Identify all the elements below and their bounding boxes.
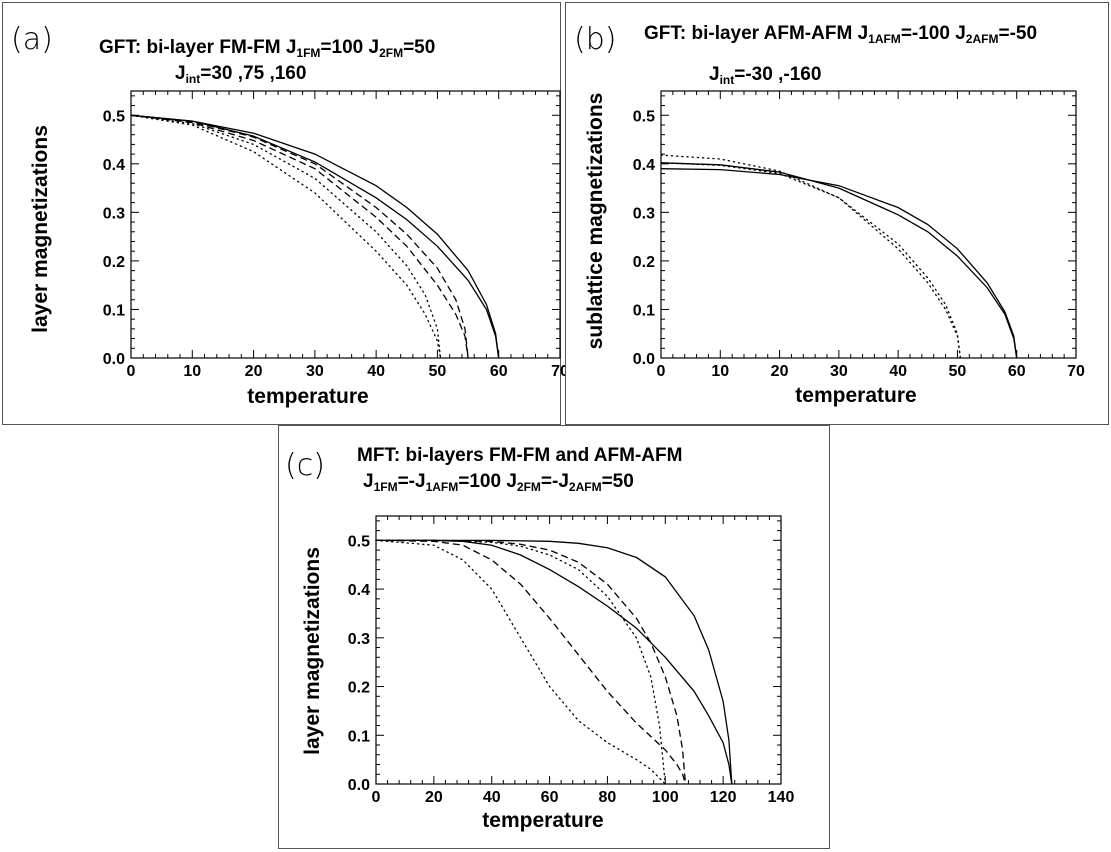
series-line-dotted: [130, 114, 442, 359]
series-line-dotted: [660, 162, 962, 359]
x-axis-title: temperature: [247, 385, 368, 408]
series-line-dashed: [130, 114, 469, 359]
y-tick-label: 0.2: [348, 680, 370, 697]
x-tick-label: 40: [889, 363, 907, 380]
y-tick-label: 0.3: [103, 205, 125, 222]
series-line-dotted: [660, 154, 962, 359]
series-line-solid: [130, 114, 500, 359]
x-tick-label: 50: [949, 363, 967, 380]
chart-a-svg: (a) GFT: bi-layer FM-FM J1FM=100 J2FM=50 J…: [11, 22, 569, 408]
y-axis-title: sublattice magnetizations: [584, 93, 607, 350]
x-tick-label: 30: [306, 363, 324, 380]
y-tick-label: 0.4: [633, 157, 655, 174]
plot-frame: [130, 90, 561, 359]
y-tick-label: 0.5: [348, 533, 370, 550]
plot-frame: [660, 90, 1077, 359]
x-tick-label: 40: [483, 789, 501, 806]
x-tick-label: 0: [372, 789, 381, 806]
y-tick-label: 0.1: [103, 302, 125, 319]
y-tick-label: 0.1: [633, 302, 655, 319]
series-line-dotted: [375, 539, 666, 785]
y-tick-label: 0.3: [348, 631, 370, 648]
x-tick-label: 30: [830, 363, 848, 380]
panel-b: (b) GFT: bi-layer AFM-AFM J1AFM=-100 J2AF…: [565, 2, 1109, 425]
x-tick-label: 140: [768, 789, 795, 806]
y-tick-label: 0.5: [103, 108, 125, 125]
x-tick-label: 40: [367, 363, 385, 380]
x-tick-label: 120: [710, 789, 737, 806]
panel-label: (c): [285, 448, 325, 483]
series-line-solid: [660, 162, 1018, 359]
x-tick-label: 50: [429, 363, 447, 380]
panel-a: (a) GFT: bi-layer FM-FM J1FM=100 J2FM=50 J…: [2, 2, 569, 425]
y-tick-label: 0.2: [103, 254, 125, 271]
series-line-dashed: [375, 539, 687, 785]
chart-subtitle: Jint=30 ,75 ,160: [175, 63, 306, 86]
x-axis-title: temperature: [795, 384, 916, 407]
series-line-solid: [376, 539, 733, 785]
y-tick-label: 0.0: [633, 351, 655, 368]
panel-c: (c) MFT: bi-layers FM-FM and AFM-AFM J1FM=…: [278, 425, 830, 849]
y-tick-label: 0.0: [348, 777, 370, 794]
series-line-dotted: [375, 539, 666, 785]
x-tick-label: 0: [657, 363, 666, 380]
chart-b-svg: (b) GFT: bi-layer AFM-AFM J1AFM=-100 J2AF…: [574, 22, 1085, 407]
series-line-dotted: [130, 114, 442, 359]
chart-subtitle: J1FM=-J1AFM=100 J2FM=-J2AFM=50: [363, 471, 634, 494]
y-tick-label: 0.3: [633, 205, 655, 222]
x-axis-title: temperature: [482, 809, 603, 832]
x-tick-label: 60: [541, 789, 559, 806]
series-line-dashed: [376, 539, 687, 785]
chart-title: GFT: bi-layer AFM-AFM J1AFM=-100 J2AFM=-…: [644, 23, 1037, 46]
x-tick-label: 20: [425, 789, 443, 806]
x-tick-label: 80: [599, 789, 617, 806]
x-tick-label: 10: [711, 363, 729, 380]
x-tick-label: 20: [771, 363, 789, 380]
y-tick-label: 0.1: [348, 728, 370, 745]
y-axis-title: layer magnetizations: [301, 547, 324, 755]
x-tick-label: 70: [1067, 363, 1085, 380]
y-tick-label: 0.0: [103, 351, 125, 368]
y-tick-label: 0.5: [633, 108, 655, 125]
series-line-dashed: [130, 114, 469, 359]
x-tick-label: 60: [490, 363, 508, 380]
chart-title: GFT: bi-layer FM-FM J1FM=100 J2FM=50: [99, 37, 435, 60]
panel-label: (a): [11, 22, 53, 57]
chart-subtitle: Jint=-30 ,-160: [709, 64, 821, 87]
plot-frame: [375, 515, 782, 785]
series-line-solid: [376, 539, 733, 785]
x-tick-label: 70: [551, 363, 569, 380]
y-tick-label: 0.4: [348, 582, 370, 599]
y-axis-title: layer magnetizations: [29, 125, 52, 333]
panel-label: (b): [574, 22, 616, 57]
x-tick-label: 100: [652, 789, 679, 806]
chart-title: MFT: bi-layers FM-FM and AFM-AFM: [357, 445, 682, 466]
x-tick-label: 0: [127, 363, 136, 380]
chart-c-svg: (c) MFT: bi-layers FM-FM and AFM-AFM J1FM=…: [285, 445, 795, 832]
x-tick-label: 10: [183, 363, 201, 380]
y-tick-label: 0.4: [103, 157, 125, 174]
series-line-solid: [660, 168, 1018, 359]
x-tick-label: 60: [1008, 363, 1026, 380]
x-tick-label: 20: [245, 363, 263, 380]
y-tick-label: 0.2: [633, 254, 655, 271]
series-line-solid: [130, 114, 500, 359]
